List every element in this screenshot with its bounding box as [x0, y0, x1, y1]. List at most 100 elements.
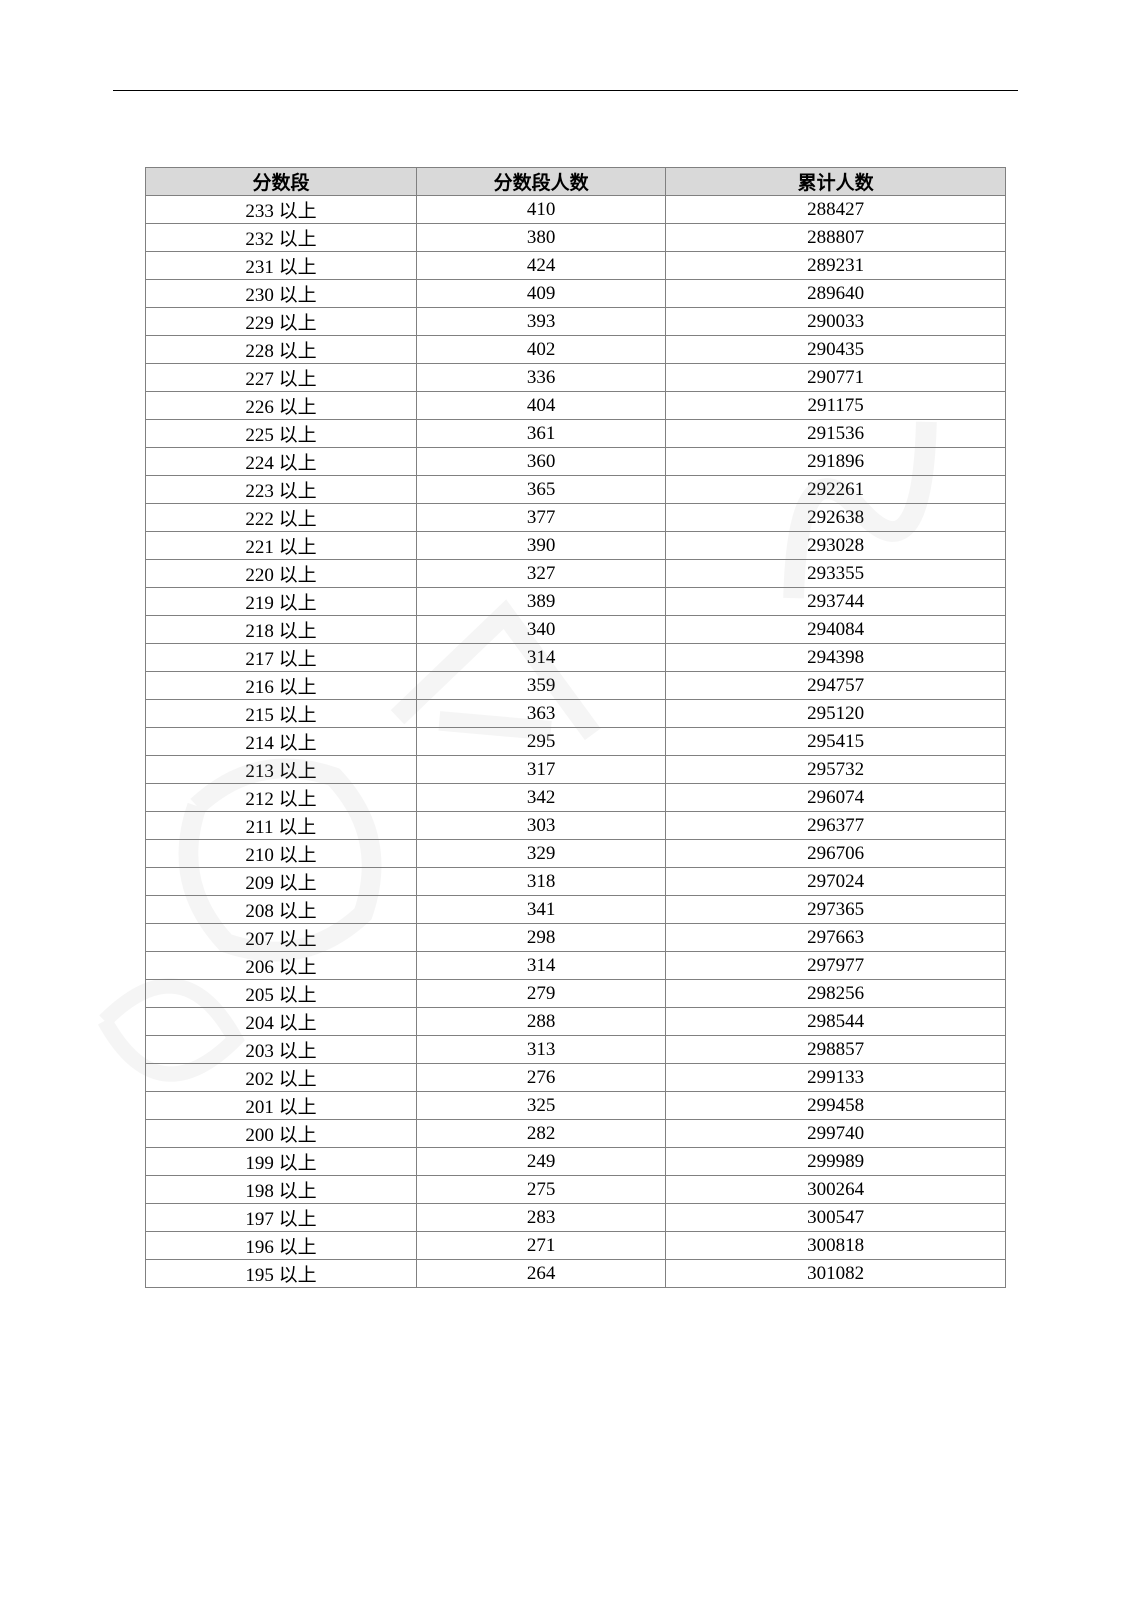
cumulative-cell: 294084: [666, 616, 1006, 644]
table-row: 212 以上342296074: [146, 784, 1006, 812]
count-cell: 342: [416, 784, 665, 812]
cumulative-cell: 292638: [666, 504, 1006, 532]
cumulative-cell: 291175: [666, 392, 1006, 420]
score-range-cell: 204 以上: [146, 1008, 417, 1036]
cumulative-cell: 301082: [666, 1260, 1006, 1288]
cumulative-cell: 290435: [666, 336, 1006, 364]
table-row: 205 以上279298256: [146, 980, 1006, 1008]
score-range-cell: 216 以上: [146, 672, 417, 700]
count-cell: 404: [416, 392, 665, 420]
count-cell: 365: [416, 476, 665, 504]
score-range-cell: 230 以上: [146, 280, 417, 308]
cumulative-cell: 295415: [666, 728, 1006, 756]
table-row: 219 以上389293744: [146, 588, 1006, 616]
score-range-cell: 214 以上: [146, 728, 417, 756]
header-count: 分数段人数: [416, 168, 665, 196]
table-row: 224 以上360291896: [146, 448, 1006, 476]
score-range-cell: 202 以上: [146, 1064, 417, 1092]
table-row: 196 以上271300818: [146, 1232, 1006, 1260]
table-row: 229 以上393290033: [146, 308, 1006, 336]
count-cell: 249: [416, 1148, 665, 1176]
score-range-cell: 198 以上: [146, 1176, 417, 1204]
count-cell: 359: [416, 672, 665, 700]
count-cell: 424: [416, 252, 665, 280]
score-range-cell: 212 以上: [146, 784, 417, 812]
score-range-cell: 200 以上: [146, 1120, 417, 1148]
count-cell: 295: [416, 728, 665, 756]
score-range-cell: 197 以上: [146, 1204, 417, 1232]
count-cell: 340: [416, 616, 665, 644]
score-table-container: 分数段 分数段人数 累计人数 233 以上410288427232 以上3802…: [145, 167, 1006, 1288]
score-table: 分数段 分数段人数 累计人数 233 以上410288427232 以上3802…: [145, 167, 1006, 1288]
table-row: 210 以上329296706: [146, 840, 1006, 868]
header-score-range: 分数段: [146, 168, 417, 196]
cumulative-cell: 293355: [666, 560, 1006, 588]
score-range-cell: 199 以上: [146, 1148, 417, 1176]
table-row: 202 以上276299133: [146, 1064, 1006, 1092]
table-row: 230 以上409289640: [146, 280, 1006, 308]
count-cell: 341: [416, 896, 665, 924]
table-row: 225 以上361291536: [146, 420, 1006, 448]
cumulative-cell: 300818: [666, 1232, 1006, 1260]
cumulative-cell: 290033: [666, 308, 1006, 336]
count-cell: 402: [416, 336, 665, 364]
count-cell: 409: [416, 280, 665, 308]
count-cell: 313: [416, 1036, 665, 1064]
cumulative-cell: 291896: [666, 448, 1006, 476]
score-range-cell: 228 以上: [146, 336, 417, 364]
count-cell: 298: [416, 924, 665, 952]
cumulative-cell: 294757: [666, 672, 1006, 700]
count-cell: 360: [416, 448, 665, 476]
cumulative-cell: 299989: [666, 1148, 1006, 1176]
count-cell: 377: [416, 504, 665, 532]
count-cell: 361: [416, 420, 665, 448]
count-cell: 390: [416, 532, 665, 560]
score-range-cell: 225 以上: [146, 420, 417, 448]
score-range-cell: 210 以上: [146, 840, 417, 868]
score-range-cell: 226 以上: [146, 392, 417, 420]
score-range-cell: 196 以上: [146, 1232, 417, 1260]
count-cell: 327: [416, 560, 665, 588]
count-cell: 283: [416, 1204, 665, 1232]
score-range-cell: 205 以上: [146, 980, 417, 1008]
table-row: 209 以上318297024: [146, 868, 1006, 896]
cumulative-cell: 300547: [666, 1204, 1006, 1232]
cumulative-cell: 297663: [666, 924, 1006, 952]
count-cell: 325: [416, 1092, 665, 1120]
count-cell: 276: [416, 1064, 665, 1092]
table-row: 232 以上380288807: [146, 224, 1006, 252]
score-range-cell: 217 以上: [146, 644, 417, 672]
score-range-cell: 220 以上: [146, 560, 417, 588]
score-range-cell: 227 以上: [146, 364, 417, 392]
table-row: 226 以上404291175: [146, 392, 1006, 420]
cumulative-cell: 293028: [666, 532, 1006, 560]
count-cell: 393: [416, 308, 665, 336]
count-cell: 314: [416, 644, 665, 672]
score-range-cell: 231 以上: [146, 252, 417, 280]
table-row: 220 以上327293355: [146, 560, 1006, 588]
score-range-cell: 211 以上: [146, 812, 417, 840]
table-row: 227 以上336290771: [146, 364, 1006, 392]
cumulative-cell: 299458: [666, 1092, 1006, 1120]
cumulative-cell: 295120: [666, 700, 1006, 728]
count-cell: 279: [416, 980, 665, 1008]
header-cumulative: 累计人数: [666, 168, 1006, 196]
cumulative-cell: 296706: [666, 840, 1006, 868]
score-range-cell: 213 以上: [146, 756, 417, 784]
score-range-cell: 209 以上: [146, 868, 417, 896]
count-cell: 318: [416, 868, 665, 896]
score-range-cell: 215 以上: [146, 700, 417, 728]
cumulative-cell: 289231: [666, 252, 1006, 280]
table-row: 218 以上340294084: [146, 616, 1006, 644]
cumulative-cell: 289640: [666, 280, 1006, 308]
cumulative-cell: 293744: [666, 588, 1006, 616]
score-range-cell: 203 以上: [146, 1036, 417, 1064]
cumulative-cell: 297024: [666, 868, 1006, 896]
count-cell: 314: [416, 952, 665, 980]
table-row: 213 以上317295732: [146, 756, 1006, 784]
cumulative-cell: 297977: [666, 952, 1006, 980]
table-row: 214 以上295295415: [146, 728, 1006, 756]
table-row: 233 以上410288427: [146, 196, 1006, 224]
score-range-cell: 224 以上: [146, 448, 417, 476]
table-row: 208 以上341297365: [146, 896, 1006, 924]
